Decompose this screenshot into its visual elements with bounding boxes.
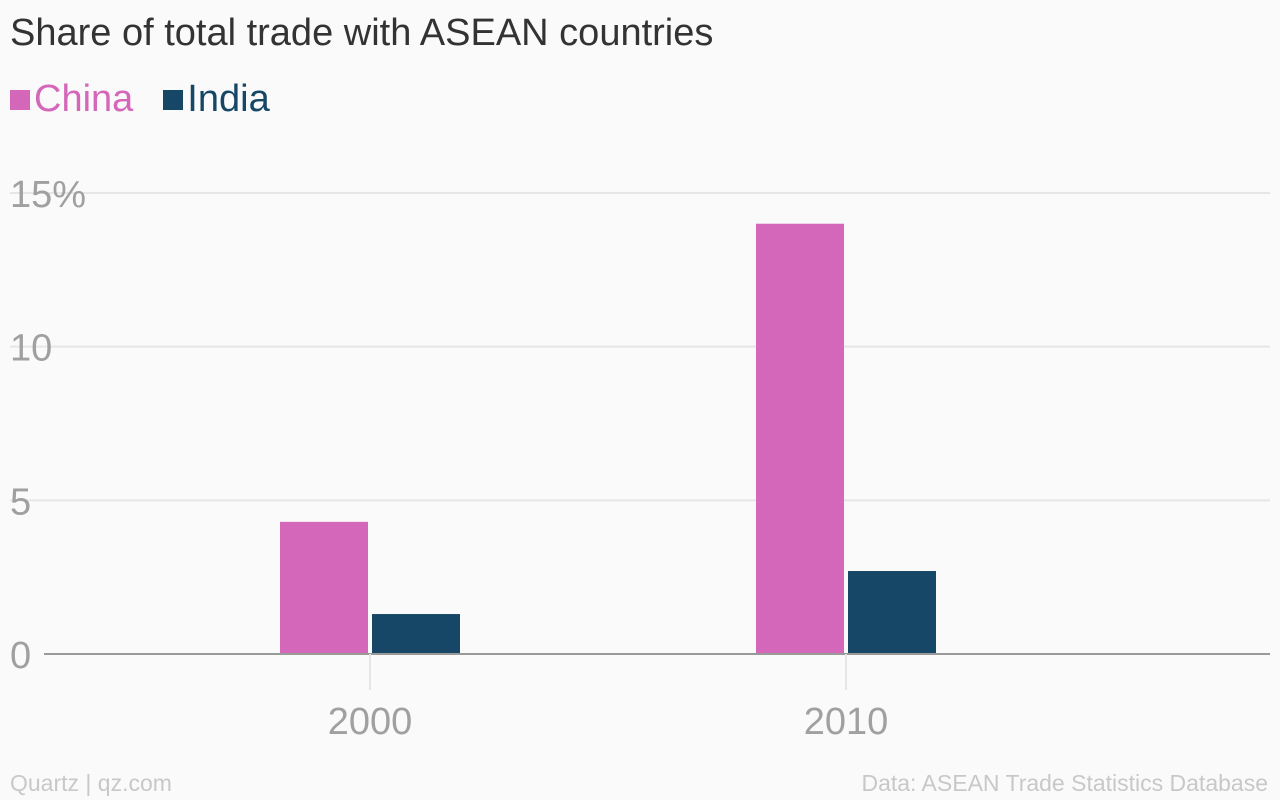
bar-india-2010 (848, 571, 936, 654)
y-tick-label: 15% (10, 174, 86, 216)
bar-india-2000 (372, 614, 460, 654)
bar-china-2010 (756, 223, 844, 654)
y-tick-label: 5 (10, 481, 31, 523)
chart-title: Share of total trade with ASEAN countrie… (10, 12, 714, 54)
legend-swatch-india (163, 89, 184, 110)
x-tick-label: 2000 (328, 701, 413, 743)
x-tick-label: 2010 (804, 701, 889, 743)
legend-label-india: India (187, 78, 270, 120)
legend-item-india: India (163, 78, 270, 121)
legend-label-china: China (34, 78, 134, 120)
y-tick-label: 10 (10, 328, 52, 370)
bar-china-2000 (280, 521, 368, 654)
legend-item-china: China (10, 78, 133, 121)
legend-swatch-china (10, 89, 30, 110)
source-credit: Quartz | qz.com (10, 770, 172, 796)
data-credit: Data: ASEAN Trade Statistics Database (861, 770, 1268, 796)
y-tick-label: 0 (10, 635, 31, 677)
legend: China India (10, 78, 300, 121)
